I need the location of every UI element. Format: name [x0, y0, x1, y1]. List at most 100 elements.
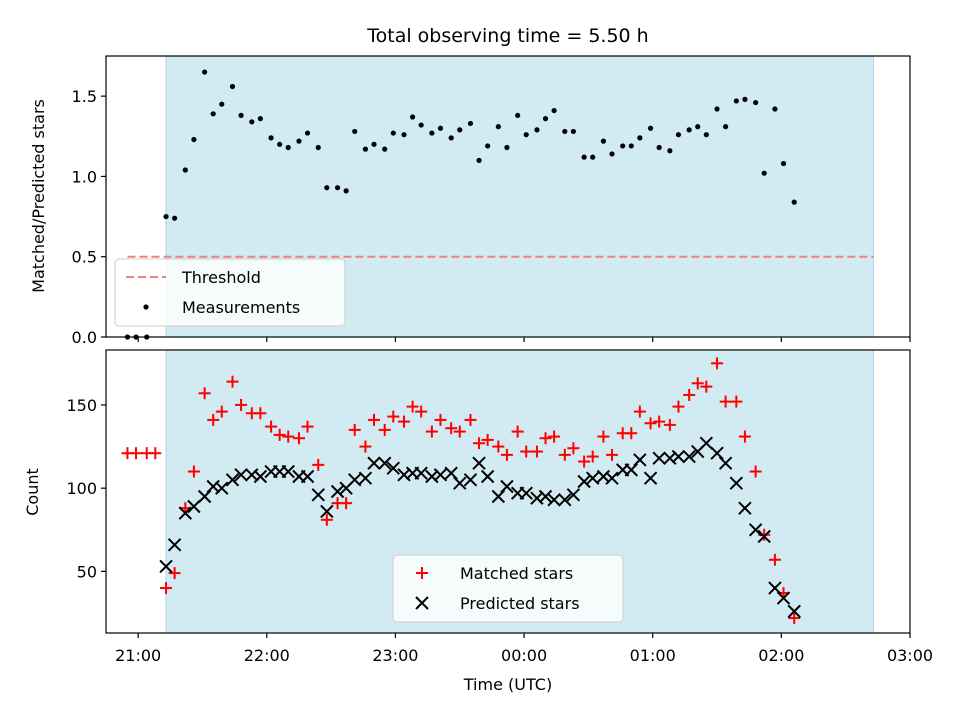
measurements-point: [172, 215, 178, 221]
matched-stars-point: [481, 433, 494, 446]
predicted-stars-point: [453, 476, 467, 490]
matched-stars-point: [368, 413, 380, 426]
matched-stars-point: [711, 357, 724, 370]
top-y-axis-label: Matched/Predicted stars: [29, 99, 48, 293]
measurements-point: [429, 130, 435, 136]
measurements-point: [515, 112, 521, 119]
measurements-point: [285, 144, 291, 151]
matched-stars-point: [567, 442, 580, 455]
measurements-point: [637, 135, 643, 141]
measurements-point: [476, 157, 482, 163]
predicted-stars-point: [729, 476, 744, 490]
predicted-stars-point: [577, 474, 591, 489]
measurements-point: [191, 136, 197, 143]
measurements-point: [609, 151, 615, 157]
legend-predicted-swatch: [415, 596, 429, 610]
x-tick-label: 03:00: [887, 646, 933, 665]
measurements-point: [371, 141, 377, 147]
top-y-tick-label: 0.0: [72, 328, 97, 347]
measurements-point: [315, 144, 321, 151]
matched-stars-point: [445, 422, 458, 435]
measurements-point: [791, 199, 797, 205]
matched-stars-point: [768, 553, 781, 566]
predicted-stars-point: [643, 471, 658, 485]
measurements-point: [581, 154, 587, 160]
matched-stars-point: [160, 582, 173, 595]
x-tick-label: 23:00: [372, 646, 418, 665]
measurements-point: [753, 99, 759, 106]
predicted-stars-point: [472, 456, 486, 470]
measurements-point: [163, 213, 169, 220]
measurements-point: [277, 141, 283, 147]
matched-stars-point: [464, 413, 477, 426]
predicted-stars-point: [178, 506, 193, 520]
predicted-stars-point: [682, 449, 696, 464]
matched-stars-point: [168, 567, 181, 580]
measurements-point: [620, 143, 626, 149]
matched-stars-point: [320, 513, 333, 526]
predicted-stars-point: [225, 473, 240, 487]
top-chart-title: Total observing time = 5.50 h: [366, 25, 648, 47]
matched-stars-point: [719, 395, 732, 408]
matched-stars-point: [149, 447, 162, 460]
measurements-point: [667, 148, 673, 154]
measurements-point: [551, 107, 557, 114]
matched-stars-point: [539, 432, 552, 445]
measurements-point: [437, 125, 444, 131]
predicted-stars-point: [738, 501, 752, 515]
measurements-point: [182, 167, 188, 173]
matched-stars-point: [425, 425, 438, 438]
x-axis-label: Time (UTC): [463, 675, 552, 694]
measurements-point: [695, 124, 701, 130]
measurements-point: [210, 111, 216, 117]
top-y-tick-label: 1.0: [72, 167, 97, 186]
predicted-stars-point: [281, 464, 295, 479]
matched-stars-point: [235, 398, 248, 411]
predicted-stars-point: [558, 493, 572, 507]
matched-stars-point: [226, 375, 239, 388]
bottom-y-tick-label: 100: [66, 479, 97, 498]
measurements-point: [714, 106, 720, 112]
predicted-stars-point: [300, 469, 315, 484]
matched-stars-point: [348, 423, 361, 436]
matched-stars-point: [378, 423, 391, 436]
predicted-stars-point: [358, 471, 373, 485]
measurements-point: [457, 127, 463, 133]
matched-stars-point: [340, 497, 353, 510]
matched-stars-point: [292, 432, 305, 445]
matched-stars-point: [254, 407, 267, 420]
matched-stars-point: [558, 448, 571, 461]
legend-matched-label: Matched stars: [460, 564, 573, 583]
measurements-point: [590, 154, 596, 160]
matched-stars-point: [691, 377, 704, 390]
top-y-tick-label: 1.5: [72, 87, 97, 106]
predicted-stars-point: [605, 471, 619, 485]
bottom-y-tick-label: 50: [77, 562, 97, 581]
legend-threshold-label: Threshold: [181, 268, 261, 287]
matched-stars-point: [597, 430, 610, 443]
measurements-point: [485, 143, 491, 149]
predicted-stars-point: [699, 436, 714, 450]
measurements-point: [733, 98, 739, 104]
predicted-stars-point: [538, 489, 553, 504]
predicted-stars-point: [386, 461, 401, 475]
predicted-stars-point: [234, 468, 248, 482]
legend-matched-swatch: [416, 567, 428, 579]
predicted-stars-point: [547, 493, 561, 507]
predicted-stars-point: [347, 473, 362, 487]
matched-stars-point: [586, 450, 599, 463]
predicted-stars-point: [367, 456, 381, 470]
measurements-point: [343, 188, 349, 194]
legend-predicted-label: Predicted stars: [460, 594, 580, 613]
measurements-point: [409, 114, 416, 120]
measurements-point: [772, 106, 778, 112]
measurements-point: [229, 83, 236, 90]
measurements-point: [675, 132, 682, 138]
matched-stars-point: [530, 445, 543, 458]
measurements-point: [504, 144, 510, 151]
measurements-point: [562, 128, 568, 135]
matched-stars-point: [663, 418, 676, 431]
predicted-stars-point: [671, 449, 686, 464]
matched-stars-point: [198, 387, 211, 400]
predicted-stars-point: [311, 488, 325, 502]
